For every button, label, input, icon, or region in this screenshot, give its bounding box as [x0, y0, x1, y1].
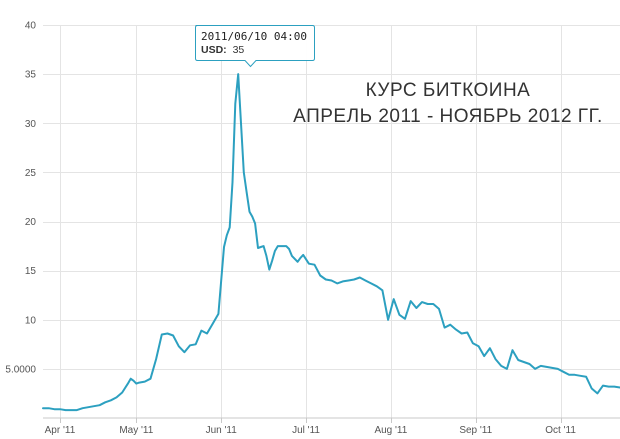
chart-grid — [43, 25, 620, 418]
y-tick-label: 5.0000 — [5, 364, 36, 375]
x-tick-label: Oct '11 — [545, 425, 576, 436]
y-tick-label: 40 — [25, 21, 37, 32]
data-tooltip: 2011/06/10 04:00 USD: 35 — [195, 25, 315, 68]
tooltip-box — [195, 25, 315, 68]
tooltip-value-label: USD: — [201, 44, 227, 56]
y-tick-label: 35 — [25, 70, 37, 81]
y-tick-label: 15 — [25, 266, 37, 277]
y-axis-ticks: 5.0000 10 15 20 25 30 35 40 — [5, 21, 36, 376]
y-tick-label: 30 — [25, 119, 37, 130]
tooltip-value-row: USD: 35 — [201, 44, 244, 56]
x-tick-label: Sep '11 — [459, 425, 492, 436]
y-tick-label: 25 — [25, 168, 37, 179]
x-tick-label: Aug '11 — [374, 425, 407, 436]
tooltip-date: 2011/06/10 04:00 — [201, 30, 307, 43]
x-tick-label: Jul '11 — [292, 425, 320, 436]
x-axis-ticks: Apr '11 May '11 Jun '11 Jul '11 Aug '11 Sep '… — [45, 418, 576, 436]
chart-title: КУРС БИТКОИНА АПРЕЛЬ 2011 - НОЯБРЬ 2012 … — [293, 80, 603, 127]
chart-title-line-1: КУРС БИТКОИНА — [366, 80, 531, 101]
y-tick-label: 10 — [25, 315, 37, 326]
x-tick-label: Apr '11 — [45, 425, 76, 436]
y-tick-label: 20 — [25, 217, 37, 228]
tooltip-value: 35 — [233, 44, 245, 56]
x-tick-label: Jun '11 — [206, 425, 238, 436]
chart-title-line-2: АПРЕЛЬ 2011 - НОЯБРЬ 2012 ГГ. — [293, 106, 603, 127]
x-tick-label: May '11 — [119, 425, 153, 436]
price-series-line — [42, 73, 620, 412]
